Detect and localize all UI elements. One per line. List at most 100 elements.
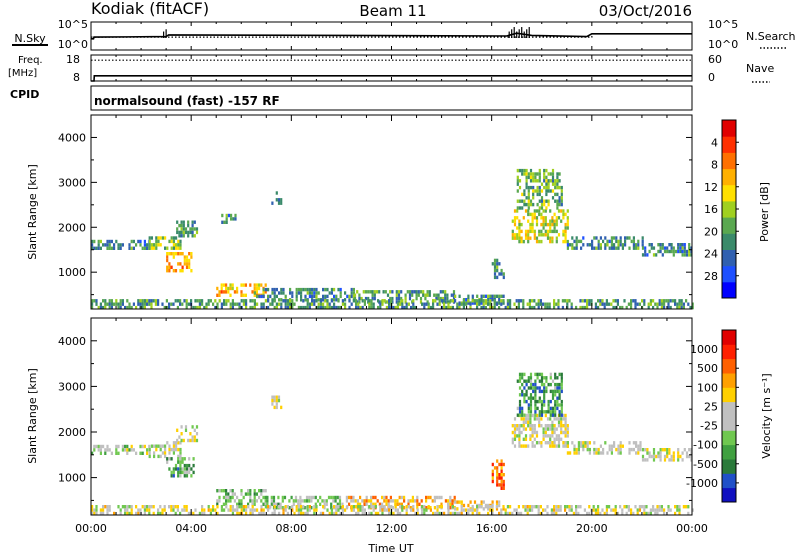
heatmap-cell: [529, 229, 532, 234]
heatmap-cell: [533, 229, 536, 234]
heatmap-cell: [538, 396, 541, 400]
heatmap-cell: [262, 511, 265, 516]
heatmap-cell: [181, 470, 184, 475]
heatmap-cell: [267, 287, 270, 292]
power-colorbar-label: Power [dB]: [758, 182, 771, 242]
heatmap-cell: [557, 434, 561, 438]
heatmap-cell: [227, 299, 230, 303]
heatmap-cell: [634, 305, 637, 310]
heatmap-cell: [476, 511, 479, 516]
heatmap-cell: [469, 500, 472, 504]
heatmap-cell: [549, 209, 552, 213]
heatmap-cell: [172, 444, 175, 448]
heatmap-cell: [188, 470, 191, 475]
heatmap-cell: [582, 243, 585, 247]
heatmap-cell: [417, 293, 420, 297]
beam-title: Beam 11: [359, 2, 426, 20]
heatmap-cell: [555, 508, 558, 512]
heatmap-cell: [660, 508, 663, 512]
freq-ticks: [90, 55, 693, 81]
heatmap-cell: [179, 243, 182, 247]
heatmap-cell: [527, 376, 530, 380]
heatmap-cell: [547, 189, 550, 193]
heatmap-cell: [521, 393, 524, 397]
heatmap-cell: [670, 243, 673, 247]
heatmap-cell: [480, 500, 483, 504]
heatmap-cell: [339, 291, 342, 295]
heatmap-cell: [106, 508, 109, 512]
heatmap-cell: [159, 444, 162, 448]
colorbar-swatch: [722, 136, 736, 153]
heatmap-cell: [344, 508, 347, 512]
heatmap-cell: [93, 511, 96, 516]
heatmap-cell: [650, 243, 653, 247]
heatmap-cell: [399, 511, 402, 516]
heatmap-cell: [667, 305, 670, 310]
heatmap-cell: [367, 296, 370, 301]
heatmap-cell: [690, 253, 693, 257]
heatmap-cell: [266, 499, 269, 503]
heatmap-cell: [500, 469, 503, 473]
heatmap-cell: [102, 444, 105, 449]
heatmap-cell: [513, 430, 517, 435]
noise-ticks: [90, 22, 693, 50]
heatmap-cell: [218, 290, 221, 294]
heatmap-cell: [313, 508, 316, 512]
heatmap-cell: [536, 406, 539, 411]
heatmap-cell: [106, 243, 109, 247]
heatmap-cell: [333, 287, 336, 292]
heatmap-cell: [531, 219, 534, 223]
heatmap-cell: [634, 299, 637, 303]
heatmap-cell: [341, 505, 344, 509]
heatmap-cell: [564, 239, 567, 244]
heatmap-cell: [678, 505, 681, 509]
heatmap-cell: [323, 499, 326, 503]
heatmap-cell: [597, 451, 600, 455]
heatmap-cell: [562, 209, 565, 213]
heatmap-cell: [264, 502, 267, 506]
heatmap-cell: [573, 246, 576, 250]
heatmap-cell: [238, 302, 241, 306]
heatmap-cell: [658, 508, 661, 512]
heatmap-cell: [251, 511, 254, 516]
heatmap-cell: [652, 246, 656, 250]
heatmap-cell: [110, 299, 113, 303]
heatmap-cell: [99, 448, 102, 452]
heatmap-cell: [284, 305, 287, 310]
heatmap-cell: [275, 405, 278, 410]
heatmap-cell: [106, 239, 109, 244]
heatmap-cell: [445, 305, 448, 310]
heatmap-cell: [677, 249, 680, 254]
heatmap-cell: [166, 460, 169, 464]
heatmap-cell: [447, 511, 450, 516]
heatmap-cell: [222, 489, 225, 493]
heatmap-cell: [179, 511, 182, 516]
heatmap-cell: [691, 302, 694, 306]
heatmap-cell: [425, 302, 428, 306]
heatmap-cell: [599, 511, 602, 516]
x-tick-label: 00:00: [676, 522, 708, 535]
heatmap-cell: [553, 226, 556, 230]
colorbar-swatch: [722, 373, 736, 388]
heatmap-cell: [339, 305, 342, 310]
heatmap-cell: [218, 293, 221, 297]
heatmap-cell: [97, 448, 100, 452]
heatmap-cell: [333, 511, 336, 516]
heatmap-cell: [619, 444, 622, 448]
heatmap-cell: [672, 253, 675, 257]
heatmap-cell: [411, 499, 414, 503]
heatmap-cell: [528, 302, 531, 306]
heatmap-cell: [400, 495, 403, 500]
heatmap-cell: [353, 296, 357, 301]
heatmap-cell: [214, 299, 217, 303]
heatmap-cell: [148, 451, 151, 455]
heatmap-cell: [117, 243, 120, 247]
heatmap-cell: [408, 290, 412, 294]
heatmap-cell: [365, 495, 368, 500]
heatmap-cell: [233, 492, 236, 496]
heatmap-cell: [517, 302, 520, 306]
heatmap-cell: [304, 511, 307, 516]
heatmap-cell: [487, 507, 490, 511]
heatmap-cell: [148, 302, 151, 306]
heatmap-cell: [518, 185, 522, 190]
